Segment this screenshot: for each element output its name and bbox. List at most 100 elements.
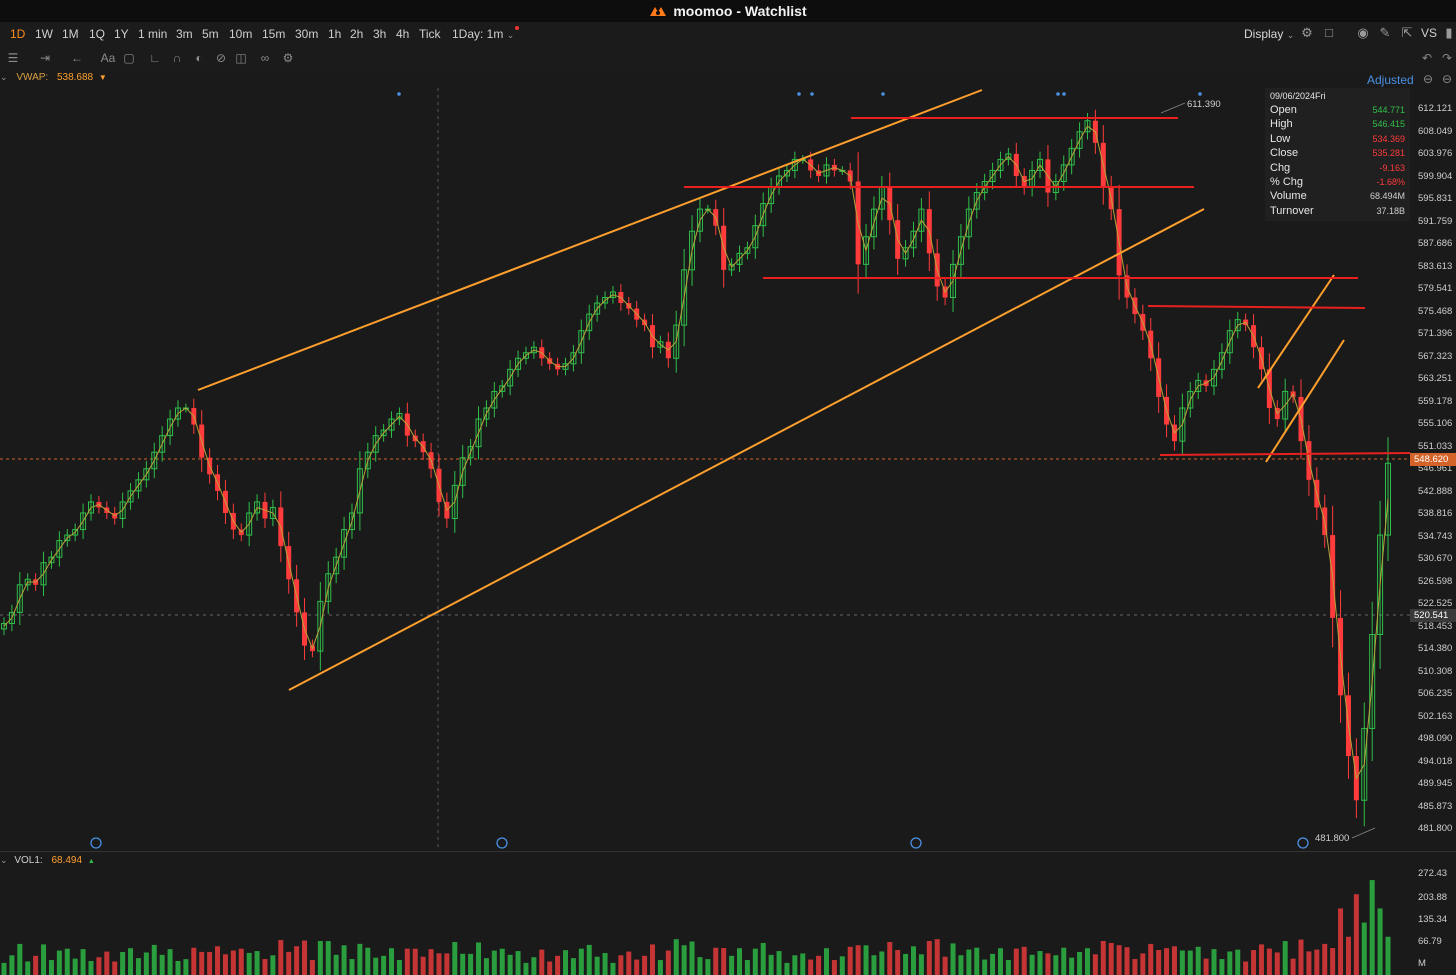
volume-bar [610,962,616,975]
volume-bar [72,958,78,975]
tf-2h[interactable]: 2h [350,27,364,41]
tf-3h[interactable]: 3h [373,27,387,41]
candle-body-up [1361,727,1368,801]
measure-icon[interactable]: ⇥ [39,51,51,65]
volume-bar [547,961,553,975]
volume-bar [48,960,54,975]
price-tick-label: 603.976 [1418,148,1453,159]
earnings-markers [90,837,1309,849]
tf-1y[interactable]: 1Y [114,27,129,41]
volume-bar [578,948,584,975]
comment-icon[interactable]: ▢ [123,51,135,65]
price-tick-label: 494.018 [1418,755,1453,767]
candle-body-up [151,451,158,470]
volume-bar [25,961,31,975]
compare-vs-button[interactable]: VS [1420,26,1437,40]
minus-circle-icon[interactable]: ⊖ [1441,72,1453,86]
support-line-bottom [1159,452,1411,456]
volume-bar [1219,959,1225,975]
tf-1min[interactable]: 1 min [138,27,168,41]
info-label: Open [1270,104,1297,116]
volume-bar [286,951,292,975]
tf-1w[interactable]: 1W [35,27,53,41]
volume-bar [88,960,94,975]
text-tool-icon[interactable]: Aa [100,51,116,65]
tf-1q[interactable]: 1Q [89,27,106,41]
candle-body-up [578,330,585,354]
layout-square-icon[interactable]: □ [1325,25,1333,40]
volume-chart[interactable] [0,865,1456,975]
tf-1d[interactable]: 1D [10,27,26,41]
candle-body-up [1282,390,1289,420]
camera-icon[interactable]: ◉ [1357,25,1369,40]
vwap-indicator-label[interactable]: ⌄ VWAP: 538.688 ▼ [0,72,107,83]
candle-body-up [1,622,7,630]
tf-1day-1m-dropdown[interactable]: 1Day: 1m ⌄ [452,26,520,41]
sidebar-toggle-icon[interactable]: ▮ [1445,25,1453,40]
tf-5m[interactable]: 5m [202,27,219,41]
undo-arrow-icon[interactable]: ← [71,51,83,65]
candle-body-up [973,192,980,210]
volume-bar [1314,949,1320,975]
price-chart[interactable]: 611.390 481.800 [0,86,1456,851]
earnings-at-icon[interactable] [90,837,102,849]
earnings-at-icon[interactable] [496,837,508,849]
candle-body-up [657,341,664,348]
volume-bar [1258,944,1264,975]
candle-body-up [246,512,253,536]
candle-body-up [80,512,87,531]
volume-bar [1171,946,1177,975]
volume-bar [1227,951,1233,975]
tf-30m[interactable]: 30m [295,27,319,41]
tf-10m[interactable]: 10m [229,27,253,41]
expand-icon[interactable]: ⇱ [1401,25,1413,40]
info-label: % Chg [1270,176,1304,188]
current-price-tag: 548.620 [1410,453,1456,466]
pencil-icon[interactable]: ✎ [1379,25,1391,40]
gear-icon[interactable]: ⚙ [282,51,294,65]
earnings-at-icon[interactable] [1297,837,1309,849]
menu-lines-icon[interactable]: ☰ [7,51,19,65]
earnings-at-icon[interactable] [910,837,922,849]
adjusted-toggle[interactable]: Adjusted [1367,73,1414,87]
price-axis[interactable]: 612.121 608.049 603.976 599.904 595.831 591.7… [1410,86,1456,851]
candle-body-up [119,501,126,520]
candle-body-up [167,418,174,437]
tf-15m[interactable]: 15m [262,27,286,41]
volume-bar [64,948,70,975]
price-tick-label: 591.759 [1418,215,1453,227]
lock-icon[interactable]: ◐ [195,51,203,65]
candle-body-up [499,385,506,392]
candle-body-up [997,158,1004,171]
link-icon[interactable]: ∞ [260,51,270,65]
tf-3m[interactable]: 3m [176,27,193,41]
volume-bar [507,954,513,975]
volume-bar [128,948,134,975]
tf-tick[interactable]: Tick [419,27,441,41]
settings-icon[interactable]: ⚙ [1301,25,1313,40]
pane-divider[interactable] [0,851,1456,852]
volume-indicator-label[interactable]: ⌄ VOL1: 68.494 ▲ [0,855,95,866]
volume-bar [1290,958,1296,975]
redo-icon[interactable]: ↷ [1441,51,1453,65]
volume-bar [278,940,284,975]
undo-icon[interactable]: ↶ [1421,51,1433,65]
trash-icon[interactable]: ◫ [235,51,247,65]
line-tool-icon[interactable]: ∟ [149,51,161,65]
collapse-icon[interactable]: ⊖ [1422,72,1434,86]
tf-4h[interactable]: 4h [396,27,410,41]
volume-bar [436,953,442,975]
info-row--chg: % Chg -1.68% [1270,176,1405,188]
hide-icon[interactable]: ⊘ [215,51,227,65]
volume-bar [468,953,474,975]
volume-bar [325,941,331,975]
tf-1h[interactable]: 1h [328,27,342,41]
candle-body-up [910,230,917,249]
info-row-close: Close 535.281 [1270,147,1405,159]
tf-1m[interactable]: 1M [62,27,79,41]
candle-body-up [159,435,166,453]
flag-lower-trendline [1265,339,1345,463]
display-dropdown[interactable]: Display ⌄ [1244,27,1294,41]
candle-body-up [380,429,387,437]
magnet-icon[interactable]: ∩ [172,51,182,65]
